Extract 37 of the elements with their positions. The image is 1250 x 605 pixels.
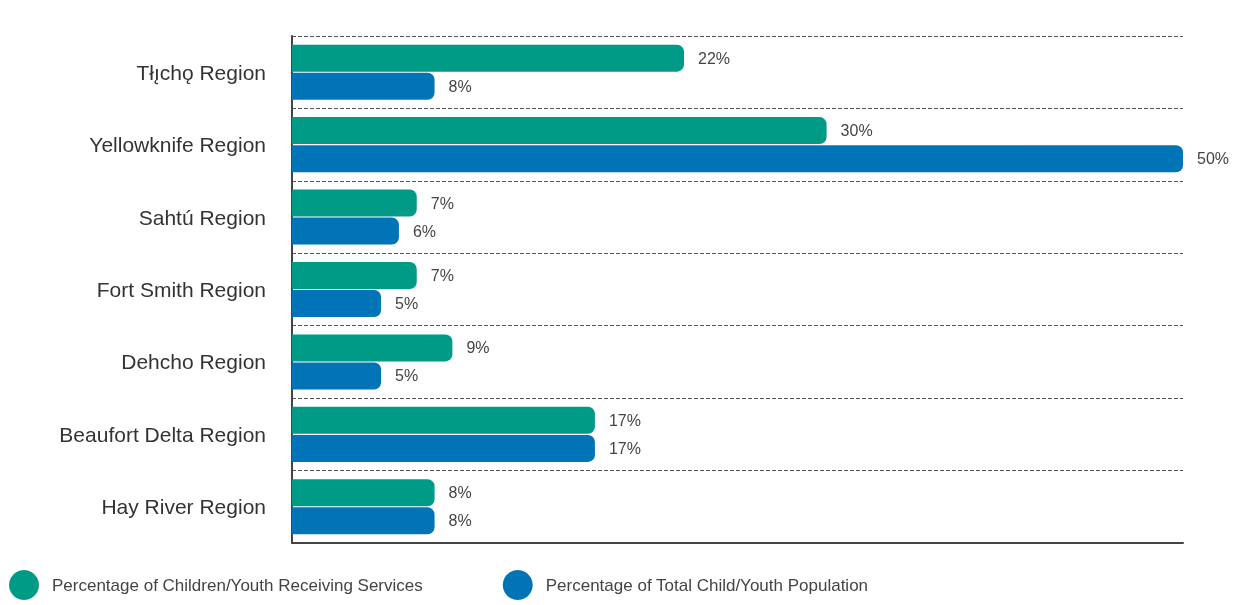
y-tick-label: Beaufort Delta Region bbox=[59, 422, 266, 446]
bar bbox=[292, 334, 453, 362]
data-label: 8% bbox=[448, 77, 472, 95]
y-tick-label: Tłı̨chǫ Region bbox=[136, 60, 266, 85]
data-label: 17% bbox=[608, 439, 641, 457]
data-label: 8% bbox=[448, 484, 472, 502]
data-label: 30% bbox=[840, 122, 873, 140]
data-label: 50% bbox=[1197, 150, 1230, 168]
data-label: 7% bbox=[430, 194, 454, 212]
y-tick-label: Dehcho Region bbox=[121, 350, 266, 374]
bar bbox=[292, 507, 435, 535]
data-label: 8% bbox=[448, 512, 472, 530]
data-label: 5% bbox=[395, 367, 419, 385]
bar bbox=[292, 362, 382, 390]
y-tick-label: Yellowknife Region bbox=[89, 133, 266, 157]
legend-label: Percentage of Total Child/Youth Population bbox=[545, 575, 869, 595]
data-label: 17% bbox=[608, 411, 641, 429]
data-label: 5% bbox=[395, 295, 419, 313]
bar bbox=[292, 145, 1183, 173]
y-tick-label: Fort Smith Region bbox=[96, 278, 266, 301]
bar bbox=[292, 479, 435, 507]
bar bbox=[292, 117, 827, 145]
data-label: 7% bbox=[430, 266, 454, 284]
bar bbox=[292, 72, 435, 100]
bar bbox=[292, 189, 417, 217]
bar bbox=[292, 217, 399, 245]
y-tick-label: Sahtú Region bbox=[138, 205, 266, 229]
bar bbox=[292, 406, 595, 434]
y-tick-label: Hay River Region bbox=[101, 495, 266, 519]
data-label: 9% bbox=[466, 339, 490, 357]
legend-label: Percentage of Children/Youth Receiving Services bbox=[52, 575, 423, 595]
data-label: 22% bbox=[698, 49, 731, 67]
bar bbox=[292, 434, 595, 462]
bar bbox=[292, 261, 417, 289]
data-label: 6% bbox=[412, 222, 437, 240]
bar bbox=[292, 44, 685, 72]
bar bbox=[292, 290, 382, 318]
